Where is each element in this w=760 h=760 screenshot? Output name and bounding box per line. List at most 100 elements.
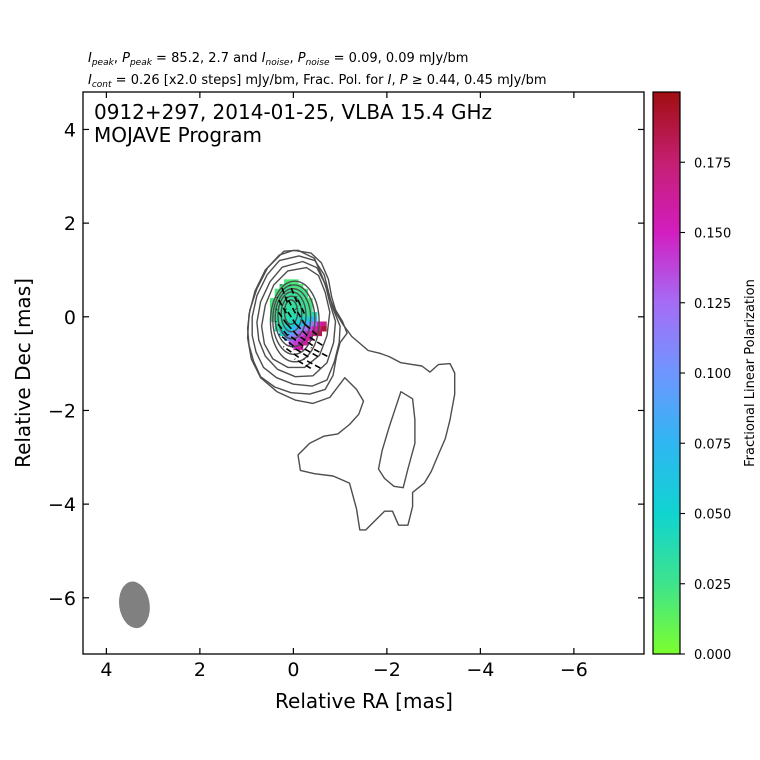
header-sym-i-frac: I bbox=[388, 73, 392, 88]
polarization-pixel bbox=[270, 307, 276, 313]
axis-ticks: 4 2 0 −2 −4 −6 4 2 0 −2 −4 −6 bbox=[48, 92, 644, 681]
contour-extended bbox=[246, 249, 456, 531]
polarization-pixel bbox=[307, 298, 313, 304]
polarization-pixel bbox=[321, 321, 327, 327]
contour-core bbox=[280, 295, 303, 333]
y-axis-label: Relative Dec [mas] bbox=[11, 278, 35, 468]
polarization-pixel bbox=[293, 288, 299, 294]
contour-outer bbox=[256, 260, 337, 378]
polarization-pixel bbox=[274, 321, 280, 327]
polarization-pixel bbox=[274, 293, 280, 299]
colorbar-tick-label: 0.025 bbox=[694, 578, 731, 593]
polarization-pixel bbox=[288, 330, 294, 337]
evpa-vector bbox=[293, 321, 308, 336]
polarization-pixel bbox=[293, 312, 299, 318]
polarization-pixel bbox=[288, 302, 294, 309]
evpa-vector bbox=[284, 321, 298, 337]
polarization-pixel bbox=[279, 298, 285, 304]
contour-core bbox=[269, 280, 320, 363]
colorbar-tick-label: 0.075 bbox=[694, 437, 731, 452]
polarization-pixel bbox=[293, 344, 299, 351]
polarization-pixel bbox=[284, 279, 290, 285]
evpa-vector bbox=[289, 284, 298, 303]
polarization-pixel bbox=[298, 340, 304, 346]
colorbar-tick-label: 0.000 bbox=[694, 648, 731, 663]
polarization-pixel bbox=[279, 321, 285, 327]
polarization-pixel bbox=[298, 344, 304, 351]
evpa-vector bbox=[295, 296, 306, 314]
polarization-pixel bbox=[279, 326, 285, 332]
polarization-pixel bbox=[302, 326, 308, 332]
y-tick-label: −4 bbox=[48, 494, 76, 516]
polarization-pixel bbox=[293, 293, 299, 299]
polarization-pixel bbox=[288, 307, 294, 313]
polarization-pixel bbox=[298, 312, 304, 318]
x-tick-label: −4 bbox=[466, 659, 494, 681]
x-tick-label: 0 bbox=[287, 659, 299, 681]
header-sym-i-noise: I bbox=[262, 51, 266, 66]
polarization-pixel bbox=[274, 316, 280, 323]
polarization-pixel bbox=[274, 288, 280, 294]
evpa-vector bbox=[276, 296, 288, 314]
source-annotation: 0912+297, 2014-01-25, VLBA 15.4 GHz bbox=[94, 100, 492, 124]
evpa-vector bbox=[296, 334, 314, 347]
header-sym-p-peak: P bbox=[122, 51, 130, 66]
evpa-vector bbox=[278, 333, 295, 347]
header-sym-p-noise: P bbox=[298, 51, 306, 66]
polarization-pixel bbox=[288, 316, 294, 323]
header-sub-peak-2: peak bbox=[129, 58, 153, 68]
program-annotation: MOJAVE Program bbox=[94, 123, 262, 147]
polarization-pixel bbox=[270, 298, 276, 304]
contour-outer bbox=[260, 266, 331, 369]
polarization-pixel bbox=[293, 307, 299, 313]
x-tick-label: −6 bbox=[560, 659, 588, 681]
x-tick-label: 4 bbox=[100, 659, 112, 681]
header-sep-1: , bbox=[114, 51, 122, 66]
polarization-pixel bbox=[288, 340, 294, 346]
header-sym-p-frac: P bbox=[400, 73, 408, 88]
polarization-pixel bbox=[302, 298, 308, 304]
polarization-pixel bbox=[298, 326, 304, 332]
header-sym-i-peak: I bbox=[88, 51, 92, 66]
contour-island bbox=[377, 391, 416, 489]
header-sub-peak: peak bbox=[91, 58, 115, 68]
header-sep-3: , bbox=[392, 73, 400, 88]
colorbar-tick-label: 0.150 bbox=[694, 227, 731, 242]
polarization-pixel bbox=[321, 326, 327, 332]
header-frac-thresholds: 0.44, 0.45 mJy/bm bbox=[427, 73, 547, 88]
contour-outer bbox=[251, 255, 341, 387]
evpa-vector bbox=[282, 345, 300, 358]
y-tick-label: −6 bbox=[48, 588, 76, 610]
polarization-pixel bbox=[293, 284, 299, 290]
stokes-i-contours bbox=[246, 249, 456, 531]
polarization-pixel bbox=[298, 307, 304, 313]
header-contour-info: = 0.26 [x2.0 steps] mJy/bm, Frac. Pol. f… bbox=[112, 73, 388, 88]
evpa-vector bbox=[303, 358, 321, 369]
evpa-vector bbox=[287, 333, 304, 347]
polarization-pixel bbox=[284, 293, 290, 299]
header-sub-cont: cont bbox=[92, 80, 112, 90]
plot-frame bbox=[82, 91, 645, 655]
plot-layer bbox=[119, 249, 456, 629]
polarization-pixel bbox=[284, 335, 290, 341]
polarization-pixel bbox=[293, 326, 299, 332]
colorbar-tick-label: 0.175 bbox=[694, 156, 731, 171]
x-tick-label: −2 bbox=[373, 659, 401, 681]
polarization-pixel bbox=[279, 312, 285, 318]
header-sym-i-cont: I bbox=[88, 73, 92, 88]
polarization-pixel bbox=[274, 307, 280, 313]
evpa-vector bbox=[302, 321, 318, 336]
polarization-pixel bbox=[293, 340, 299, 346]
colorbar bbox=[653, 92, 680, 654]
header-sub-noise-2: noise bbox=[306, 58, 330, 68]
y-tick-label: −2 bbox=[48, 400, 76, 422]
evpa-vectors bbox=[275, 284, 328, 370]
evpa-vector bbox=[285, 296, 297, 314]
polarization-pixel bbox=[307, 330, 313, 337]
beam bbox=[119, 581, 150, 629]
polarization-pixel bbox=[284, 316, 290, 323]
evpa-vector bbox=[292, 346, 309, 358]
header-sub-noise: noise bbox=[266, 58, 290, 68]
y-tick-label: 0 bbox=[64, 307, 76, 329]
colorbar-tick-label: 0.050 bbox=[694, 508, 731, 523]
